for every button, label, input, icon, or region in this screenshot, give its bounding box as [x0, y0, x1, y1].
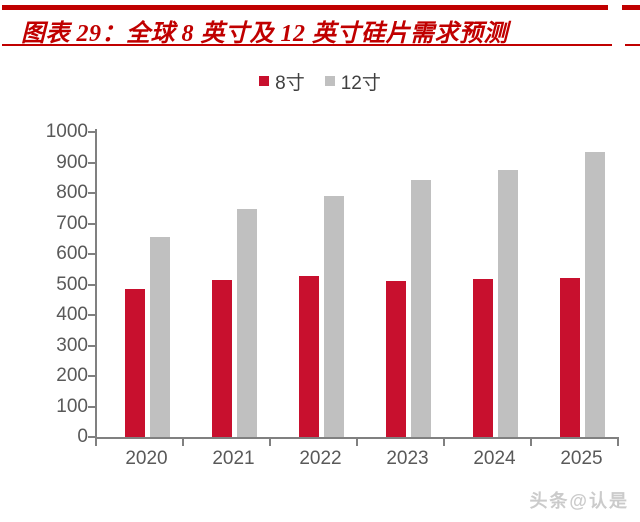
x-axis-tick	[95, 437, 97, 446]
bar-12in-2020	[149, 236, 170, 437]
y-axis-tick	[88, 314, 95, 316]
watermark: 头条@认是	[529, 491, 629, 511]
y-axis-tick	[88, 161, 95, 164]
y-axis-tick	[88, 283, 95, 286]
y-axis-tick	[88, 436, 95, 438]
y-axis-tick	[88, 222, 95, 225]
y-axis-tick-label: 400	[56, 304, 88, 325]
legend-swatch-12in	[324, 76, 335, 86]
x-axis-tick-label: 2024	[473, 448, 516, 469]
legend-swatch-8in	[259, 76, 270, 86]
title-underline-rule-right-stub	[625, 44, 640, 46]
y-axis-tick-label: 0	[77, 426, 88, 447]
y-axis-tick-label: 700	[56, 212, 88, 234]
y-axis-tick-label: 100	[56, 395, 88, 417]
x-axis-tick	[269, 437, 271, 446]
y-axis-tick-label: 300	[56, 334, 88, 356]
x-axis-tick	[356, 437, 358, 446]
bar-chart: 0 100 200 300 400 500 600 700 800 900 1000 2020 2021…	[45, 121, 619, 469]
bar-8in-2020	[124, 289, 145, 437]
bar-8in-2022	[298, 275, 319, 437]
y-axis-tick	[88, 131, 95, 133]
y-axis-tick-label: 800	[56, 182, 88, 203]
y-axis-tick	[88, 253, 95, 255]
y-axis-tick-label: 500	[56, 273, 88, 295]
x-axis-tick	[182, 437, 184, 446]
legend-label-8in: 8寸	[275, 72, 305, 94]
bar-8in-2021	[211, 279, 232, 437]
y-axis-tick-label: 600	[56, 243, 88, 264]
figure-title: 图表 29：全球 8 英寸及 12 英寸硅片需求预测	[21, 21, 508, 47]
bar-8in-2024	[472, 279, 493, 437]
bar-12in-2025	[584, 151, 605, 437]
legend-label-12in: 12寸	[340, 72, 381, 94]
y-axis-tick	[88, 405, 95, 408]
y-axis-tick-label: 200	[56, 365, 88, 386]
bar-12in-2022	[323, 196, 344, 437]
x-axis-tick-label: 2023	[386, 448, 429, 469]
y-axis-line	[95, 129, 97, 440]
legend-item-8in: 8寸	[259, 68, 305, 95]
y-axis-tick	[88, 344, 95, 347]
x-axis-tick-label: 2022	[299, 448, 342, 469]
x-axis-tick-label: 2025	[560, 448, 603, 469]
legend-item-12in: 12寸	[324, 68, 381, 95]
bar-8in-2025	[559, 277, 580, 437]
top-rule-right-stub	[622, 5, 640, 10]
bar-12in-2021	[236, 209, 257, 437]
title-underline-rule	[2, 44, 612, 46]
top-rule	[2, 5, 608, 10]
y-axis-tick	[88, 375, 95, 377]
x-axis-tick	[530, 437, 532, 446]
x-axis-tick	[617, 437, 619, 446]
y-axis-tick-label: 900	[56, 151, 88, 173]
x-axis-tick-label: 2020	[125, 448, 168, 469]
bar-12in-2023	[410, 180, 431, 437]
y-axis-tick-label: 1000	[45, 121, 88, 142]
bar-12in-2024	[497, 169, 518, 437]
x-axis-tick	[443, 437, 445, 446]
y-axis-tick	[88, 192, 95, 194]
bar-8in-2023	[385, 280, 406, 437]
chart-legend: 8寸 12寸	[0, 68, 640, 95]
x-axis-tick-label: 2021	[212, 448, 255, 469]
